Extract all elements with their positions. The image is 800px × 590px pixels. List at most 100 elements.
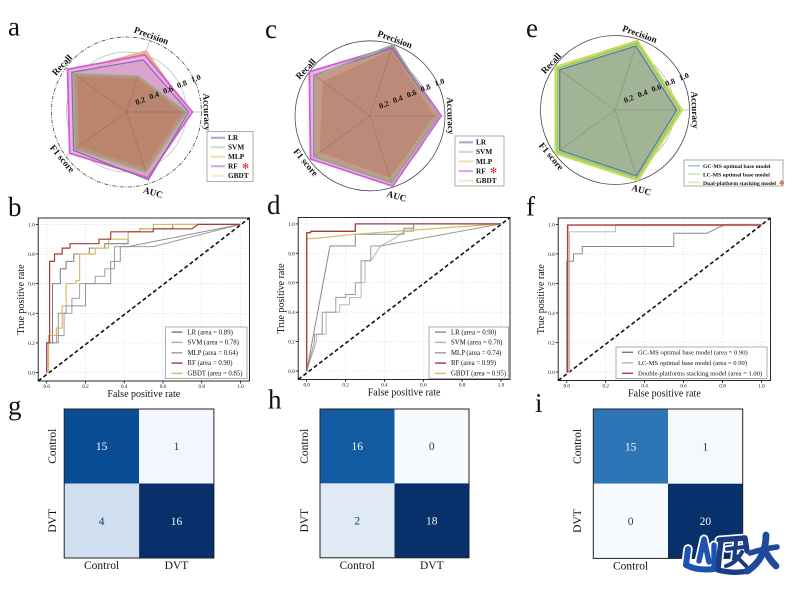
svg-text:LR (area = 0.89): LR (area = 0.89) — [188, 329, 233, 336]
svg-text:c: c — [265, 14, 277, 44]
svg-text:0.0: 0.0 — [563, 384, 570, 390]
svg-text:0.2: 0.2 — [134, 95, 146, 107]
svg-text:g: g — [8, 391, 22, 421]
svg-text:SVM (area = 0.78): SVM (area = 0.78) — [188, 340, 239, 347]
svg-text:LC-MS optimal base model: LC-MS optimal base model — [703, 172, 770, 178]
svg-text:0.2: 0.2 — [342, 383, 349, 389]
svg-text:0.4: 0.4 — [28, 311, 35, 317]
svg-text:4: 4 — [99, 516, 105, 528]
svg-text:0.4: 0.4 — [636, 88, 648, 100]
svg-text:0.4: 0.4 — [148, 90, 160, 102]
svg-text:MLP: MLP — [228, 152, 245, 161]
svg-text:LR: LR — [476, 138, 487, 147]
svg-text:MLP (area = 0.64): MLP (area = 0.64) — [188, 350, 238, 357]
svg-text:0.8: 0.8 — [459, 383, 466, 389]
svg-text:True positive rate: True positive rate — [536, 264, 547, 335]
svg-text:0.8: 0.8 — [288, 251, 295, 257]
svg-text:e: e — [526, 13, 538, 43]
svg-text:0.6: 0.6 — [28, 282, 35, 288]
svg-text:0.4: 0.4 — [288, 310, 295, 316]
svg-text:Double-platforms stacking mode: Double-platforms stacking model (area = … — [638, 371, 762, 378]
svg-text:1.0: 1.0 — [237, 384, 244, 390]
svg-text:a: a — [8, 12, 20, 42]
svg-text:0.2: 0.2 — [623, 93, 635, 105]
svg-text:False positive rate: False positive rate — [107, 389, 180, 400]
svg-text:Control: Control — [47, 429, 59, 464]
svg-text:0.2: 0.2 — [548, 341, 555, 347]
svg-text:0.6: 0.6 — [288, 281, 295, 287]
svg-text:0.0: 0.0 — [288, 369, 295, 375]
svg-text:GBDT (area = 0.95): GBDT (area = 0.95) — [451, 371, 506, 378]
svg-text:2: 2 — [354, 516, 360, 528]
svg-text:0.2: 0.2 — [28, 341, 35, 347]
svg-text:0.4: 0.4 — [381, 383, 388, 389]
svg-text:0.2: 0.2 — [602, 384, 609, 390]
svg-text:GBDT (area = 0.85): GBDT (area = 0.85) — [188, 371, 243, 378]
svg-text:DVT: DVT — [47, 509, 59, 533]
svg-text:Control: Control — [613, 561, 648, 573]
svg-text:Dual-platform stacking model: Dual-platform stacking model — [703, 181, 776, 187]
svg-text:h: h — [268, 385, 282, 415]
svg-text:✻: ✻ — [242, 162, 249, 171]
svg-text:0.8: 0.8 — [419, 82, 431, 94]
svg-text:GBDT: GBDT — [228, 171, 249, 180]
svg-text:MLP: MLP — [476, 157, 493, 166]
svg-text:Control: Control — [299, 429, 311, 464]
svg-text:0.0: 0.0 — [28, 371, 35, 377]
svg-text:0.4: 0.4 — [392, 93, 404, 105]
svg-text:DVT: DVT — [165, 560, 189, 572]
svg-text:LR (area = 0.90): LR (area = 0.90) — [451, 329, 496, 336]
svg-text:SVM (area = 0.78): SVM (area = 0.78) — [451, 340, 502, 347]
svg-text:18: 18 — [426, 516, 438, 528]
svg-text:0.6: 0.6 — [405, 88, 417, 100]
svg-text:0.8: 0.8 — [176, 78, 188, 90]
svg-text:SVM: SVM — [476, 147, 492, 156]
svg-text:0.6: 0.6 — [650, 82, 662, 94]
svg-text:0.8: 0.8 — [198, 384, 205, 390]
svg-text:0.6: 0.6 — [548, 281, 555, 287]
svg-text:GBDT: GBDT — [476, 176, 497, 185]
svg-text:0.8: 0.8 — [28, 252, 35, 258]
svg-text:LC-MS optimal base model (area: LC-MS optimal base model (area = 0.99) — [638, 360, 747, 367]
svg-text:0.4: 0.4 — [641, 384, 648, 390]
svg-text:1: 1 — [174, 441, 180, 453]
svg-text:16: 16 — [351, 441, 363, 453]
svg-text:True positive rate: True positive rate — [16, 264, 27, 335]
svg-text:0.8: 0.8 — [548, 252, 555, 258]
svg-text:1: 1 — [703, 441, 709, 453]
svg-text:Accuracy: Accuracy — [445, 97, 456, 135]
svg-text:15: 15 — [96, 441, 108, 453]
svg-text:✻: ✻ — [490, 167, 497, 176]
svg-text:0.4: 0.4 — [548, 311, 555, 317]
svg-text:0.0: 0.0 — [548, 370, 555, 376]
svg-text:GC-MS optimal base model (area: GC-MS optimal base model (area = 0.90) — [638, 350, 748, 357]
svg-text:20: 20 — [700, 516, 712, 528]
svg-text:DVT: DVT — [572, 509, 584, 533]
svg-text:RF (area = 0.99): RF (area = 0.99) — [451, 360, 496, 367]
svg-text:f: f — [526, 192, 535, 222]
svg-text:1.0: 1.0 — [28, 222, 35, 228]
svg-text:0.0: 0.0 — [43, 384, 50, 390]
svg-text:Accuracy: Accuracy — [689, 91, 700, 129]
svg-text:SVM: SVM — [228, 143, 244, 152]
svg-text:0.0: 0.0 — [303, 383, 310, 389]
svg-text:0.2: 0.2 — [288, 340, 295, 346]
svg-text:GC-MS optimal base model: GC-MS optimal base model — [703, 164, 771, 170]
svg-text:RF (area = 0.90): RF (area = 0.90) — [188, 360, 233, 367]
svg-text:False positive rate: False positive rate — [368, 388, 441, 399]
svg-text:DVT: DVT — [299, 509, 311, 533]
svg-text:1.0: 1.0 — [678, 71, 690, 83]
svg-text:0.6: 0.6 — [680, 384, 687, 390]
svg-text:1.0: 1.0 — [190, 73, 202, 85]
svg-text:DVT: DVT — [420, 560, 444, 572]
svg-text:RF: RF — [476, 166, 486, 175]
svg-text:False positive rate: False positive rate — [628, 389, 701, 400]
svg-text:1.0: 1.0 — [548, 222, 555, 228]
svg-text:0.8: 0.8 — [664, 76, 676, 88]
svg-text:1.0: 1.0 — [288, 222, 295, 228]
svg-text:0.2: 0.2 — [378, 99, 390, 111]
svg-text:0: 0 — [628, 516, 634, 528]
svg-text:1.0: 1.0 — [758, 384, 765, 390]
svg-text:0.8: 0.8 — [719, 384, 726, 390]
svg-text:Accuracy: Accuracy — [201, 93, 212, 131]
